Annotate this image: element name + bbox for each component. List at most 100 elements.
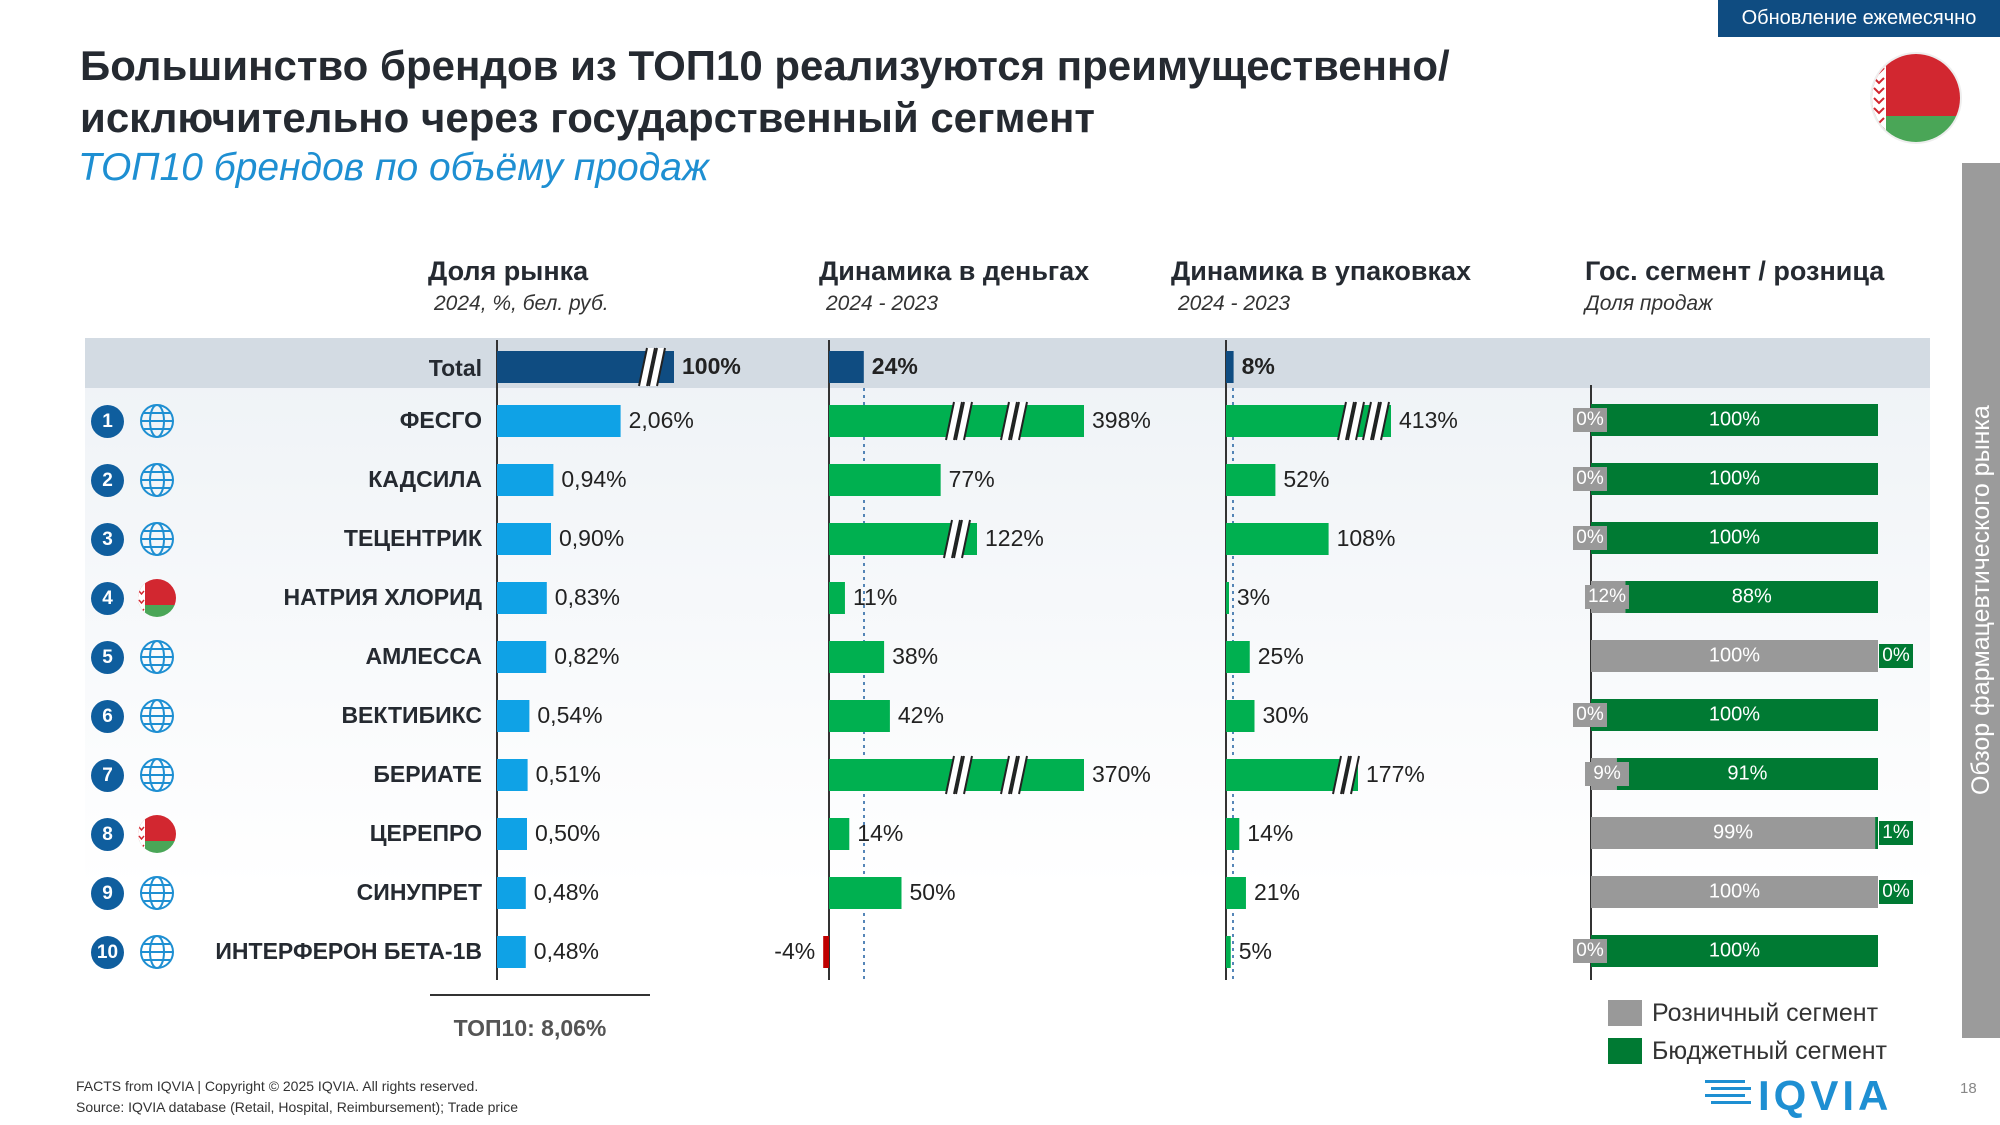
rank-badge: 1	[91, 405, 124, 438]
footer-source: Source: IQVIA database (Retail, Hospital…	[76, 1099, 518, 1115]
axis-break	[1001, 402, 1017, 440]
axis-break	[1008, 755, 1018, 795]
money-value-label: 122%	[985, 525, 1044, 551]
budget-segment-bar	[1591, 463, 1878, 495]
axis-break	[1343, 756, 1359, 794]
axis-break	[1370, 401, 1380, 441]
packs-bar	[1226, 818, 1240, 850]
money-column-subtitle: 2024 - 2023	[826, 292, 939, 315]
axis-break	[963, 755, 973, 795]
axis-break	[1372, 401, 1382, 441]
share-column-title: Доля рынка	[428, 256, 589, 286]
money-value-label: 24%	[872, 353, 918, 379]
share-value-label: 0,51%	[536, 761, 601, 787]
total-row-band	[85, 338, 1930, 388]
axis-break	[1350, 755, 1360, 795]
packs-value-label: 21%	[1254, 879, 1300, 905]
budget-share-label: 0%	[1882, 881, 1910, 902]
brand-name: ИНТЕРФЕРОН БЕТА-1В	[215, 938, 482, 964]
budget-share-label: 88%	[1732, 585, 1772, 607]
money-value-label: 50%	[910, 879, 956, 905]
packs-value-label: 52%	[1283, 466, 1329, 492]
retail-small-tag	[1573, 939, 1607, 963]
legend-retail-label: Розничный сегмент	[1652, 999, 1879, 1027]
iqvia-logo: IQVIA	[1758, 1072, 1893, 1119]
money-bar	[823, 936, 829, 968]
rank-badge: 6	[91, 700, 124, 733]
money-value-label: 77%	[949, 466, 995, 492]
axis-break	[646, 347, 656, 387]
share-bar	[497, 759, 528, 791]
budget-segment-bar	[1591, 935, 1878, 967]
retail-share-label: 0%	[1576, 940, 1604, 961]
axis-break	[955, 401, 965, 441]
retail-share-label: 100%	[1709, 880, 1760, 902]
share-bar	[497, 877, 526, 909]
axis-break	[954, 520, 970, 558]
budget-small-tag	[1879, 644, 1913, 668]
globe-icon	[139, 403, 175, 439]
budget-share-label: 100%	[1709, 939, 1760, 961]
share-value-label: 2,06%	[629, 407, 694, 433]
side-tab[interactable]	[1962, 163, 2000, 1038]
axis-break	[946, 756, 962, 794]
retail-small-tag	[1573, 526, 1607, 550]
budget-segment-bar	[1591, 522, 1878, 554]
budget-share-label: 0%	[1882, 645, 1910, 666]
money-bar	[829, 877, 902, 909]
axis-break	[1000, 401, 1010, 441]
brand-name: СИНУПРЕТ	[356, 879, 482, 905]
axis-break	[956, 402, 972, 440]
page-number: 18	[1960, 1080, 1977, 1097]
share-bar	[497, 936, 526, 968]
rank-badge: 7	[91, 759, 124, 792]
share-bar	[497, 405, 621, 437]
share-value-label: 0,48%	[534, 938, 599, 964]
packs-value-label: 8%	[1242, 353, 1275, 379]
axis-break	[639, 348, 655, 386]
axis-break	[1338, 402, 1354, 440]
share-value-label: 0,54%	[537, 702, 602, 728]
retail-share-label: 0%	[1576, 409, 1604, 430]
segment-column-title: Гос. сегмент / розница	[1585, 256, 1885, 286]
packs-bar	[1226, 464, 1276, 496]
budget-share-label: 1%	[1882, 822, 1910, 843]
packs-bar	[1226, 641, 1250, 673]
axis-break	[1018, 755, 1028, 795]
share-value-label: 0,94%	[561, 466, 626, 492]
axis-break	[1345, 401, 1355, 441]
footer-copyright: FACTS from IQVIA | Copyright © 2025 IQVI…	[76, 1078, 479, 1094]
axis-break	[946, 402, 962, 440]
brand-name: НАТРИЯ ХЛОРИД	[283, 584, 482, 610]
packs-value-label: 5%	[1239, 938, 1272, 964]
retail-share-label: 0%	[1576, 468, 1604, 489]
brand-name: ЦЕРЕПРО	[369, 820, 482, 846]
axis-break	[1337, 401, 1347, 441]
axis-break	[1355, 401, 1365, 441]
money-bar	[829, 582, 845, 614]
globe-icon	[139, 875, 175, 911]
budget-segment-bar	[1616, 758, 1878, 790]
money-value-label: 14%	[857, 820, 903, 846]
packs-value-label: 25%	[1258, 643, 1304, 669]
globe-icon	[139, 757, 175, 793]
money-column-title: Динамика в деньгах	[819, 256, 1090, 286]
money-value-label: 11%	[853, 584, 897, 610]
axis-break	[1380, 401, 1390, 441]
budget-share-label: 100%	[1709, 467, 1760, 489]
page-title: Большинство брендов из ТОП10 реализуются…	[80, 42, 1450, 141]
money-bar	[829, 464, 941, 496]
rank-badge: 2	[91, 464, 124, 497]
packs-bar	[1226, 351, 1234, 383]
retail-segment-bar	[1591, 817, 1876, 849]
retail-segment-bar	[1591, 876, 1878, 908]
retail-share-label: 0%	[1576, 527, 1604, 548]
rank-badge: 10	[91, 936, 124, 969]
axis-break	[945, 401, 955, 441]
money-bar	[829, 818, 850, 850]
globe-icon	[139, 698, 175, 734]
axis-break	[1333, 756, 1349, 794]
share-column-subtitle: 2024, %, бел. руб.	[434, 292, 609, 315]
share-value-label: 100%	[682, 353, 741, 379]
axis-break	[963, 401, 973, 441]
